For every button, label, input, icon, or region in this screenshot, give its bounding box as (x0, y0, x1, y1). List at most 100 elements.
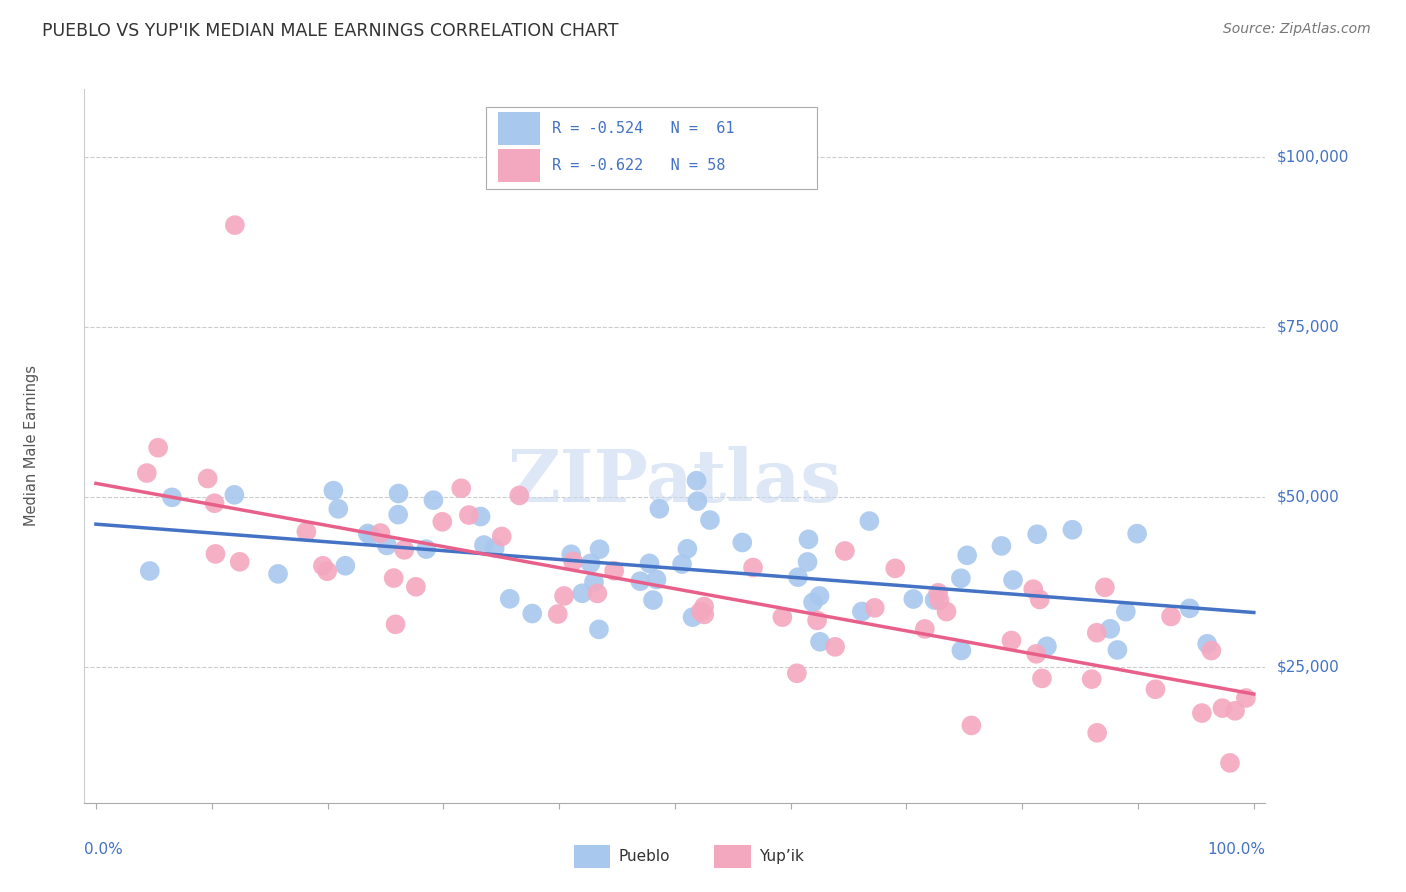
Point (295, 524, 318, 539)
Point (834, 544, 856, 558)
Point (693, 599, 716, 614)
Point (1178, 601, 1201, 615)
Point (699, 513, 721, 527)
Point (586, 586, 609, 600)
Point (686, 494, 709, 508)
Point (1219, 756, 1241, 770)
Text: R = -0.622   N = 58: R = -0.622 N = 58 (553, 158, 725, 173)
Point (224, 488, 246, 502)
Point (1031, 671, 1053, 685)
Point (796, 555, 818, 569)
Point (1022, 582, 1045, 597)
Point (935, 605, 957, 619)
Point (588, 623, 610, 637)
Point (1115, 605, 1137, 619)
Point (1191, 706, 1213, 720)
Point (1160, 609, 1182, 624)
Point (641, 593, 664, 607)
Text: 0.0%: 0.0% (84, 842, 124, 857)
Point (928, 593, 950, 607)
Point (405, 580, 427, 594)
Point (135, 466, 157, 480)
Point (382, 571, 405, 585)
Text: Source: ZipAtlas.com: Source: ZipAtlas.com (1223, 22, 1371, 37)
Point (603, 564, 626, 578)
Text: R = -0.524   N =  61: R = -0.524 N = 61 (553, 121, 734, 136)
Point (160, 491, 183, 505)
Point (628, 574, 651, 589)
Point (1094, 581, 1116, 595)
Point (851, 604, 873, 618)
Point (571, 586, 593, 600)
Point (547, 607, 569, 621)
Point (472, 538, 495, 552)
Point (671, 557, 693, 571)
Point (560, 547, 582, 561)
Point (689, 604, 711, 618)
Point (1126, 526, 1149, 541)
Point (927, 586, 949, 600)
Point (522, 607, 544, 621)
Point (956, 549, 979, 563)
Point (1025, 647, 1047, 661)
Point (731, 535, 754, 549)
Point (1144, 682, 1167, 697)
Point (360, 528, 382, 542)
Point (499, 591, 522, 606)
Point (950, 643, 973, 657)
Point (1211, 701, 1233, 715)
Point (949, 571, 972, 585)
Point (387, 486, 409, 500)
Point (638, 557, 661, 571)
Point (1036, 640, 1059, 654)
Point (384, 617, 406, 632)
Point (693, 607, 716, 622)
Point (146, 441, 169, 455)
Point (204, 547, 226, 561)
Point (863, 600, 886, 615)
Point (582, 575, 605, 590)
Point (1000, 633, 1022, 648)
Point (1080, 672, 1102, 686)
Point (858, 514, 880, 528)
Point (588, 542, 610, 557)
Point (1085, 726, 1108, 740)
Point (432, 515, 454, 529)
Point (394, 542, 416, 557)
Text: ZIPatlas: ZIPatlas (508, 446, 842, 517)
Point (1099, 622, 1122, 636)
Point (1234, 691, 1257, 706)
Point (316, 564, 339, 578)
Point (422, 493, 444, 508)
Point (1201, 643, 1223, 657)
Point (204, 496, 226, 510)
Text: $75,000: $75,000 (1277, 319, 1340, 334)
Point (1085, 625, 1108, 640)
Point (787, 570, 810, 584)
Point (579, 557, 602, 571)
Text: Pueblo: Pueblo (619, 849, 671, 863)
Text: $100,000: $100,000 (1277, 150, 1348, 165)
Point (808, 635, 831, 649)
Point (990, 539, 1012, 553)
Point (808, 589, 831, 603)
Point (197, 471, 219, 485)
Point (903, 592, 925, 607)
Point (335, 558, 357, 573)
Point (508, 488, 530, 502)
Point (1028, 592, 1050, 607)
FancyBboxPatch shape (498, 112, 540, 145)
Point (1026, 527, 1049, 541)
Point (470, 509, 492, 524)
Point (884, 561, 907, 575)
Point (645, 573, 668, 587)
Point (415, 542, 437, 557)
Point (685, 474, 707, 488)
Point (676, 541, 699, 556)
FancyBboxPatch shape (486, 107, 817, 189)
Point (648, 501, 671, 516)
Point (960, 718, 983, 732)
Text: 100.0%: 100.0% (1208, 842, 1265, 857)
Point (682, 610, 704, 624)
Point (228, 555, 250, 569)
